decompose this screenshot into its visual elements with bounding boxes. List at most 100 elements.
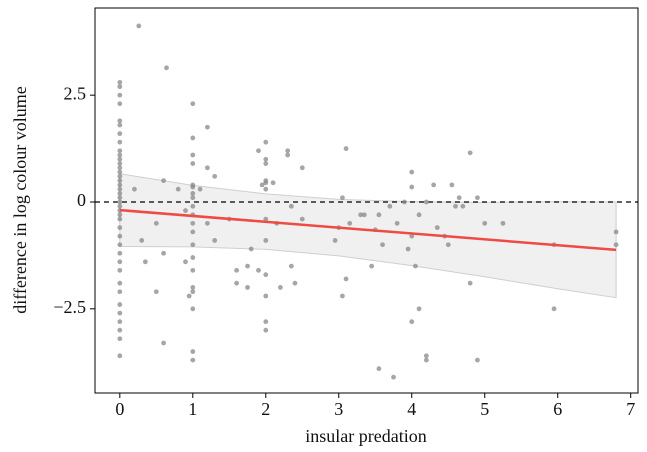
data-point [263, 180, 269, 186]
data-point [263, 161, 269, 166]
data-point [190, 101, 196, 107]
data-point [409, 233, 415, 239]
data-point [423, 353, 429, 359]
data-point [434, 225, 440, 231]
x-tick-label: 4 [407, 399, 416, 419]
data-point [117, 101, 123, 107]
data-point [190, 285, 196, 290]
data-point [117, 336, 123, 342]
data-point [343, 146, 349, 151]
data-point [412, 263, 418, 269]
x-tick-label: 1 [188, 399, 197, 419]
x-tick-label: 0 [115, 399, 124, 419]
data-point [299, 165, 305, 171]
y-tick-label: 2.5 [64, 83, 87, 103]
data-point [263, 327, 269, 333]
y-axis-label: difference in log colour volume [10, 86, 30, 314]
data-point [256, 267, 261, 273]
data-point [117, 199, 123, 205]
data-point [153, 220, 159, 226]
data-point [376, 366, 382, 372]
data-point [204, 124, 210, 130]
data-point [117, 191, 123, 196]
data-point [117, 186, 123, 192]
data-point [117, 161, 123, 166]
data-point [456, 195, 462, 201]
data-point [288, 203, 294, 209]
data-point [117, 203, 123, 209]
data-point [142, 259, 148, 265]
data-point [263, 272, 269, 278]
data-point [292, 280, 298, 286]
data-point [394, 220, 400, 226]
data-point [117, 84, 123, 90]
data-point [358, 212, 364, 218]
data-point [190, 229, 196, 235]
data-point [117, 280, 123, 286]
data-point [117, 165, 123, 171]
data-point [204, 220, 210, 226]
data-point [449, 182, 455, 188]
data-point [340, 195, 345, 201]
data-point [259, 182, 265, 188]
data-point [263, 139, 269, 145]
data-point [380, 242, 385, 248]
data-point [423, 199, 429, 205]
y-tick-label: −2.5 [53, 297, 86, 317]
data-point [190, 357, 196, 363]
data-point [190, 255, 196, 260]
data-point [117, 156, 123, 162]
data-point [117, 225, 123, 231]
data-point [288, 263, 294, 269]
fit-line [119, 208, 617, 252]
data-point [245, 263, 250, 269]
data-point [263, 216, 269, 222]
data-point [445, 242, 451, 248]
data-point [190, 203, 196, 209]
data-point [190, 289, 196, 295]
data-point [500, 220, 506, 226]
data-point [161, 250, 167, 256]
data-point [409, 184, 415, 190]
data-point [416, 306, 422, 312]
data-point [361, 212, 367, 218]
data-point [376, 212, 382, 218]
plot-frame [94, 7, 639, 394]
data-point [117, 310, 123, 316]
data-point [117, 118, 123, 124]
x-tick-label: 7 [626, 399, 635, 419]
data-point [117, 92, 123, 98]
data-point [453, 203, 458, 209]
data-point [183, 259, 188, 265]
data-point [405, 246, 411, 252]
x-axis-label: insular predation [305, 426, 426, 446]
data-point [482, 220, 488, 226]
data-point [332, 238, 338, 243]
data-point [117, 353, 123, 359]
data-point [343, 276, 349, 282]
x-tick-label: 5 [480, 399, 489, 419]
data-point [234, 280, 239, 286]
data-point [423, 357, 429, 363]
data-point [409, 169, 415, 175]
data-point [613, 229, 619, 235]
x-tick-label: 3 [334, 399, 343, 419]
data-point [299, 216, 305, 222]
data-point [190, 191, 196, 196]
data-point [190, 152, 196, 158]
data-point [190, 306, 196, 312]
x-tick-label: 6 [553, 399, 562, 419]
data-point [117, 152, 123, 158]
data-point [190, 349, 196, 354]
data-point [402, 199, 407, 205]
data-point [263, 319, 269, 325]
data-point [117, 131, 123, 137]
x-tick-label: 2 [261, 399, 270, 419]
data-point [263, 186, 269, 192]
data-point [161, 178, 167, 184]
data-point [204, 165, 210, 171]
data-point [613, 242, 619, 248]
data-point [117, 233, 123, 239]
data-point [117, 139, 123, 145]
data-point [161, 340, 167, 346]
